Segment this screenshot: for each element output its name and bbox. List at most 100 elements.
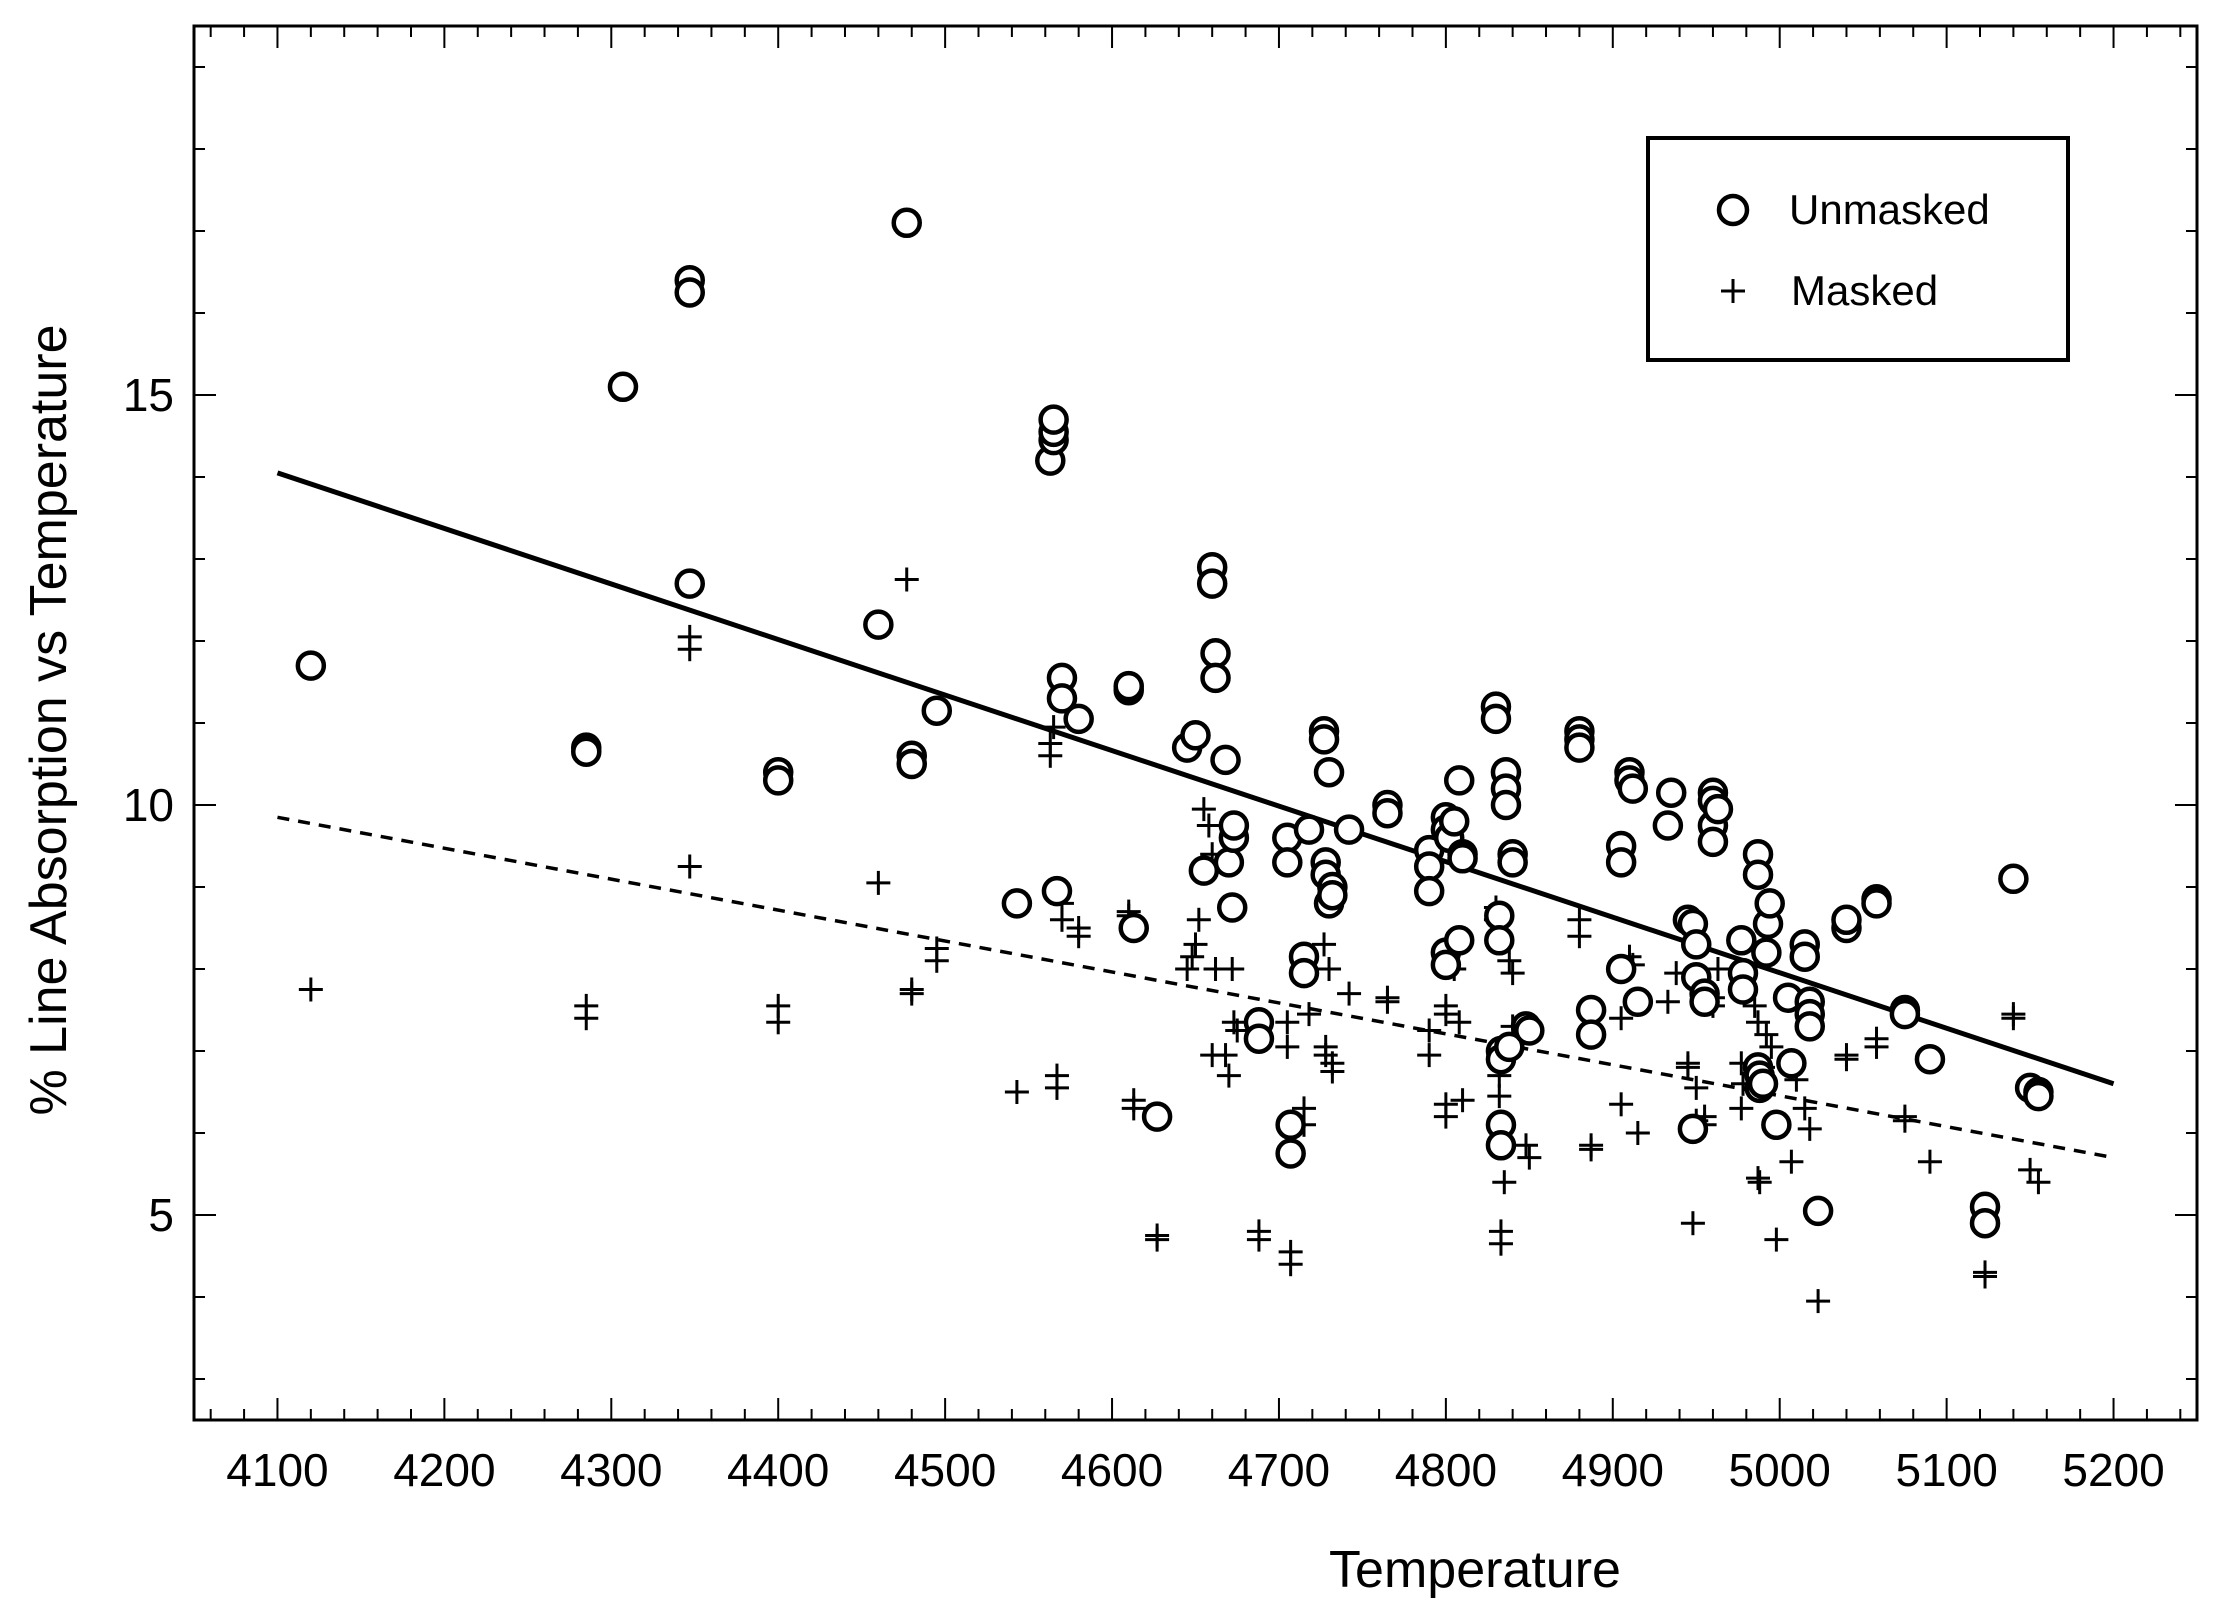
legend: Unmasked Masked [1646, 136, 2070, 362]
masked-point [1609, 1006, 1634, 1031]
unmasked-point [1697, 826, 1729, 858]
masked-point [1655, 989, 1680, 1014]
masked-point [1764, 1227, 1789, 1252]
masked-point [1312, 932, 1337, 957]
masked-point [1609, 1092, 1634, 1117]
unmasked-point [1213, 847, 1245, 878]
unmasked-point [1275, 1109, 1306, 1141]
masked-point [924, 948, 949, 973]
unmasked-point [1655, 777, 1687, 808]
masked-point [1196, 813, 1221, 838]
unmasked-point [1726, 925, 1757, 956]
masked-point [677, 854, 702, 879]
x-tick-label: 4300 [560, 1444, 662, 1496]
masked-point [1337, 981, 1362, 1006]
masked-point [1447, 1010, 1472, 1035]
masked-point [1216, 1063, 1241, 1088]
x-tick-label: 5200 [2062, 1444, 2164, 1496]
unmasked-point [1998, 863, 2029, 895]
unmasked-point [1789, 941, 1820, 972]
x-tick-label: 4400 [727, 1444, 829, 1496]
masked-point [1834, 1047, 1859, 1072]
unmasked-point [1689, 986, 1720, 1018]
unmasked-point [1001, 888, 1033, 919]
unmasked-point [1480, 703, 1512, 735]
unmasked-point [1494, 1031, 1525, 1063]
x-tick-label: 5100 [1895, 1444, 1997, 1496]
masked-point [1145, 1227, 1170, 1252]
legend-box [1646, 136, 2070, 362]
unmasked-point [295, 650, 327, 681]
unmasked-point [1794, 1011, 1826, 1042]
masked-point [1684, 1075, 1709, 1100]
x-tick-label: 4800 [1395, 1444, 1497, 1496]
masked-point [1792, 1096, 1817, 1121]
masked-point [1567, 924, 1592, 949]
masked-point [1183, 932, 1208, 957]
unmasked-point [1196, 568, 1228, 599]
masked-point [1191, 797, 1216, 822]
unmasked-point [1113, 670, 1144, 702]
unmasked-point [1288, 957, 1320, 989]
fit-line-masked [277, 815, 2114, 1160]
masked-point [1500, 961, 1525, 986]
unmasked-point [1681, 929, 1712, 960]
unmasked-point [1761, 1109, 1792, 1141]
masked-point [1278, 1252, 1303, 1277]
masked-point [1049, 907, 1074, 932]
masked-point [1220, 957, 1245, 981]
masked-point [1487, 1084, 1512, 1109]
masked-point [1864, 1034, 1889, 1059]
masked-point [1705, 957, 1730, 981]
masked-point [1892, 1108, 1917, 1133]
unmasked-point [1438, 806, 1470, 837]
unmasked-point [1776, 1048, 1807, 1079]
unmasked-point [1317, 879, 1348, 911]
masked-point [298, 977, 323, 1002]
unmasked-point [1742, 859, 1774, 890]
unmasked-point [1485, 1130, 1517, 1161]
masked-point [1579, 1137, 1604, 1162]
unmasked-point [1747, 1068, 1779, 1100]
masked-point [2026, 1170, 2051, 1195]
unmasked-point [921, 695, 953, 726]
unmasked-point [1430, 949, 1462, 981]
unmasked-point [1041, 875, 1073, 907]
x-tick-label: 4700 [1228, 1444, 1330, 1496]
masked-point [1779, 1149, 1804, 1174]
unmasked-point [1275, 1138, 1306, 1169]
masked-point [1680, 1211, 1705, 1236]
masked-point [894, 567, 919, 592]
masked-point [1488, 1231, 1513, 1256]
legend-label-masked: Masked [1791, 267, 1938, 314]
masked-point [1675, 1055, 1700, 1080]
unmasked-point [1210, 744, 1241, 776]
unmasked-point [1141, 1101, 1173, 1132]
unmasked-point [1914, 1043, 1946, 1075]
unmasked-point [891, 207, 922, 239]
unmasked-point [1046, 683, 1078, 714]
masked-point [1175, 957, 1200, 981]
masked-point [1973, 1264, 1998, 1289]
masked-point [1729, 1096, 1754, 1121]
unmasked-point [1575, 994, 1607, 1026]
masked-point [1417, 1018, 1442, 1043]
unmasked-point [674, 568, 705, 599]
unmasked-point [863, 609, 894, 640]
fit-line-unmasked [276, 470, 2115, 1087]
unmasked-point [896, 748, 927, 780]
unmasked-point [1180, 720, 1211, 751]
unmasked-point [1443, 765, 1475, 796]
masked-point [1759, 1034, 1784, 1059]
masked-point [1513, 1133, 1538, 1158]
unmasked-point [1969, 1207, 2001, 1239]
unmasked-point [1443, 925, 1475, 956]
masked-point [1746, 1010, 1771, 1035]
masked-point [1497, 948, 1522, 973]
masked-point [1375, 989, 1400, 1014]
masked-point [1492, 1170, 1517, 1195]
unmasked-point [1605, 953, 1637, 985]
unmasked-point [1831, 904, 1862, 936]
y-axis-title: % Line Absorption vs Temperature [20, 324, 78, 1115]
